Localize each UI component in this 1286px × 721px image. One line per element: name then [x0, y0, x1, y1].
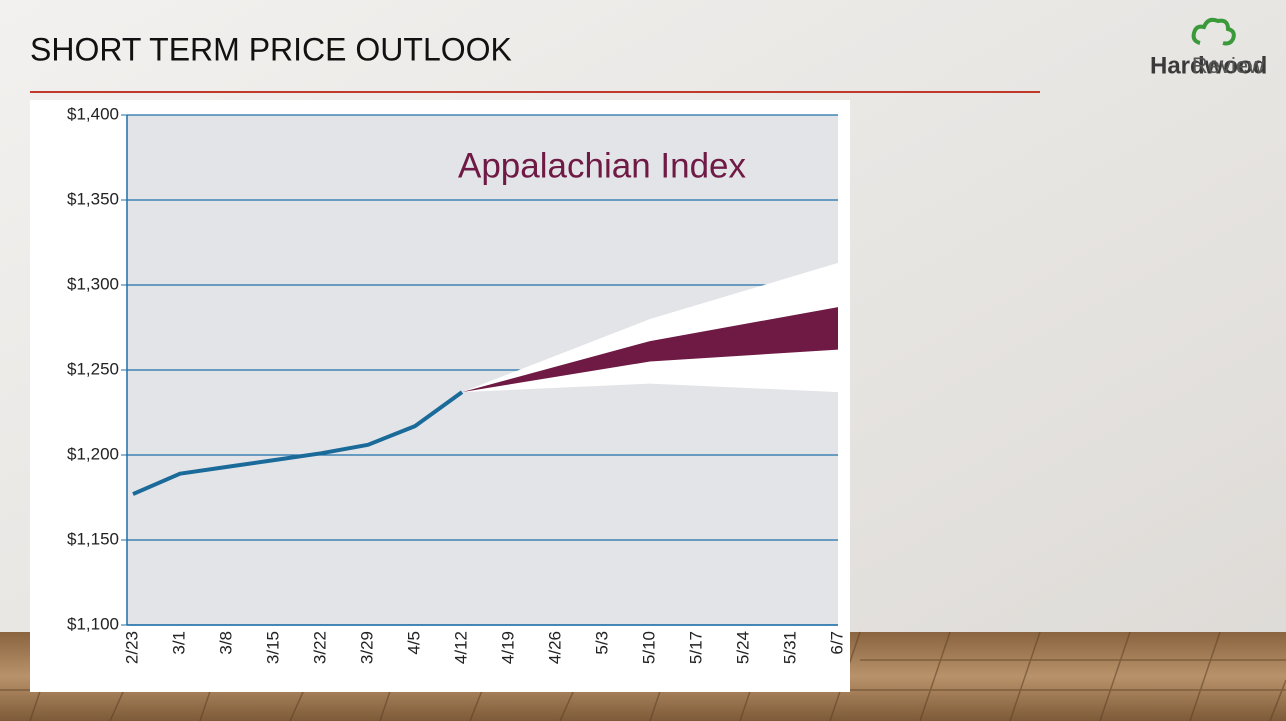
- forecast-band: [462, 262, 838, 393]
- x-tick-label: 4/19: [498, 631, 517, 664]
- logo-cloud: [1191, 17, 1236, 46]
- x-tick-label: 4/12: [451, 631, 470, 664]
- chart: $1,100 $1,150 $1,200 $1,250 $1,300 $1,350 $1,4…: [67, 104, 846, 664]
- x-tick-label: 2/23: [122, 631, 141, 664]
- annotation: Appalachian Index: [458, 146, 746, 185]
- x-tick-label: 3/29: [357, 631, 376, 664]
- y-tick-label: $1,350: [67, 189, 119, 208]
- x-tick-label: 5/3: [592, 631, 611, 655]
- forecast-band: [462, 307, 838, 393]
- x-tick-label: 3/8: [216, 631, 235, 655]
- y-tick-label: $1,100: [67, 614, 119, 633]
- y-tick-label: $1,400: [67, 104, 119, 123]
- x-tick-label: 4/26: [545, 631, 564, 664]
- x-tick-label: 5/24: [733, 631, 752, 664]
- x-tick-label: 3/22: [310, 631, 329, 664]
- x-tick-label: 5/10: [639, 631, 658, 664]
- x-tick-label: 3/1: [169, 631, 188, 655]
- y-tick-label: $1,250: [67, 359, 119, 378]
- price-line: [132, 390, 464, 496]
- slide-title: SHORT TERM PRICE OUTLOOK: [30, 31, 512, 67]
- y-tick-label: $1,200: [67, 444, 119, 463]
- x-tick-label: 6/7: [827, 631, 846, 655]
- x-tick-label: 5/17: [686, 631, 705, 664]
- logo-light: Review: [1192, 53, 1264, 78]
- y-tick-label: $1,300: [67, 274, 119, 293]
- y-tick-label: $1,150: [67, 529, 119, 548]
- x-tick-label: 5/31: [780, 631, 799, 664]
- x-tick-label: 4/5: [404, 631, 423, 655]
- logo-bold: Hardwood: [1150, 52, 1267, 79]
- x-tick-label: 3/15: [263, 631, 282, 664]
- logo: Hardwood Review: [1150, 17, 1267, 79]
